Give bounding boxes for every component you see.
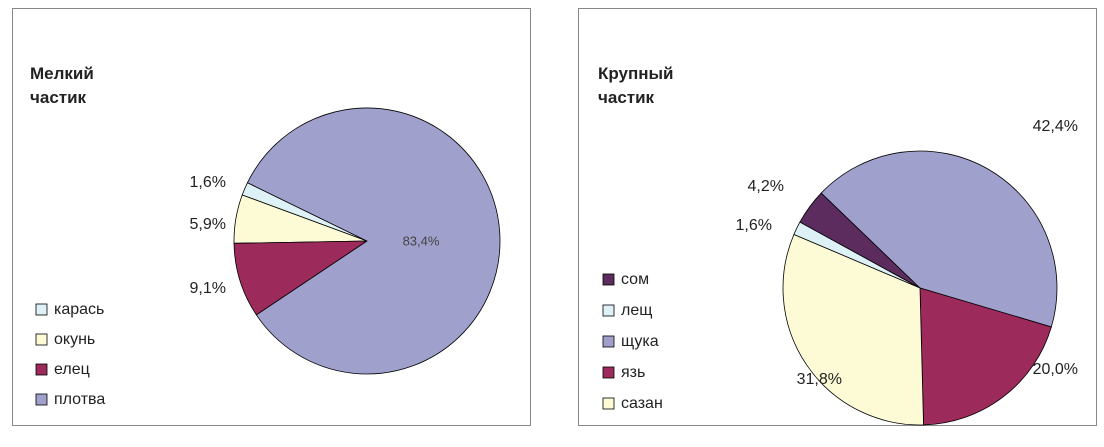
data-label: 5,9% (190, 216, 226, 233)
data-label: 20,0% (1033, 361, 1078, 378)
data-label: 31,8% (797, 371, 842, 388)
legend-swatch (602, 366, 615, 379)
legend-swatch (602, 273, 615, 286)
data-label: 1,6% (736, 217, 772, 234)
pie-slice (246, 107, 501, 375)
data-label: 9,1% (190, 280, 226, 297)
legend-label: сом (621, 271, 649, 288)
legend-label: елец (54, 361, 90, 378)
pie-slice (919, 287, 1052, 426)
legend-swatch (35, 393, 48, 406)
data-label: 42,4% (1033, 118, 1078, 135)
pie-slice (820, 150, 1058, 328)
legend-label: окунь (54, 331, 95, 348)
data-label: 83,4% (403, 233, 440, 248)
legend-swatch (35, 333, 48, 346)
legend-label: лещ (621, 302, 652, 319)
chart-title: Мелкий частик (30, 64, 94, 107)
pie-slice (782, 233, 924, 426)
legend-swatch (602, 304, 615, 317)
legend-label: сазан (621, 395, 663, 412)
legend-swatch (602, 397, 615, 410)
chart-title: Крупный частик (598, 64, 674, 107)
legend-label: язь (621, 364, 645, 381)
legend-swatch (35, 303, 48, 316)
title-box: Мелкий частик (30, 64, 94, 107)
title-box: Крупный частик (598, 64, 674, 107)
data-label: 4,2% (748, 178, 784, 195)
legend-label: щука (621, 333, 659, 350)
legend-label: карась (54, 301, 104, 318)
legend-swatch (35, 363, 48, 376)
legend-swatch (602, 335, 615, 348)
legend-label: плотва (54, 391, 105, 408)
data-label: 1,6% (190, 174, 226, 191)
